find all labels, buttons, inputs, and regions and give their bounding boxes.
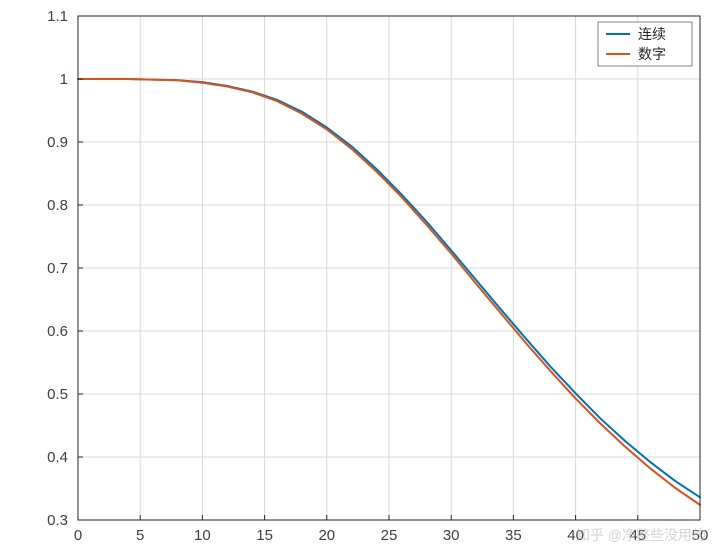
y-tick-label: 0.7	[47, 260, 68, 277]
x-tick-label: 35	[505, 527, 522, 544]
x-tick-label: 30	[443, 527, 460, 544]
x-tick-label: 50	[692, 527, 709, 544]
x-tick-label: 25	[381, 527, 398, 544]
x-tick-label: 20	[318, 527, 335, 544]
y-tick-label: 0.4	[47, 449, 68, 466]
line-chart: 0 5 10 15 20 25 30 35 40 45 50 0.3 0.4 0.5 0.6 0.7 0.8 0.…	[0, 0, 718, 555]
y-tick-label: 0.3	[47, 512, 68, 529]
y-tick-label: 1.1	[47, 8, 68, 25]
y-tick-label: 0.9	[47, 134, 68, 151]
x-tick-label: 15	[256, 527, 273, 544]
x-tick-label: 0	[74, 527, 82, 544]
legend-label: 数字	[638, 46, 666, 62]
legend-label: 连续	[638, 26, 666, 42]
y-tick-label: 0.6	[47, 323, 68, 340]
y-tick-label: 1	[60, 71, 68, 88]
y-tick-label: 0.5	[47, 386, 68, 403]
x-tick-label: 45	[629, 527, 646, 544]
x-tick-label: 10	[194, 527, 211, 544]
x-tick-label: 40	[567, 527, 584, 544]
x-tick-label: 5	[136, 527, 144, 544]
y-tick-label: 0.8	[47, 197, 68, 214]
